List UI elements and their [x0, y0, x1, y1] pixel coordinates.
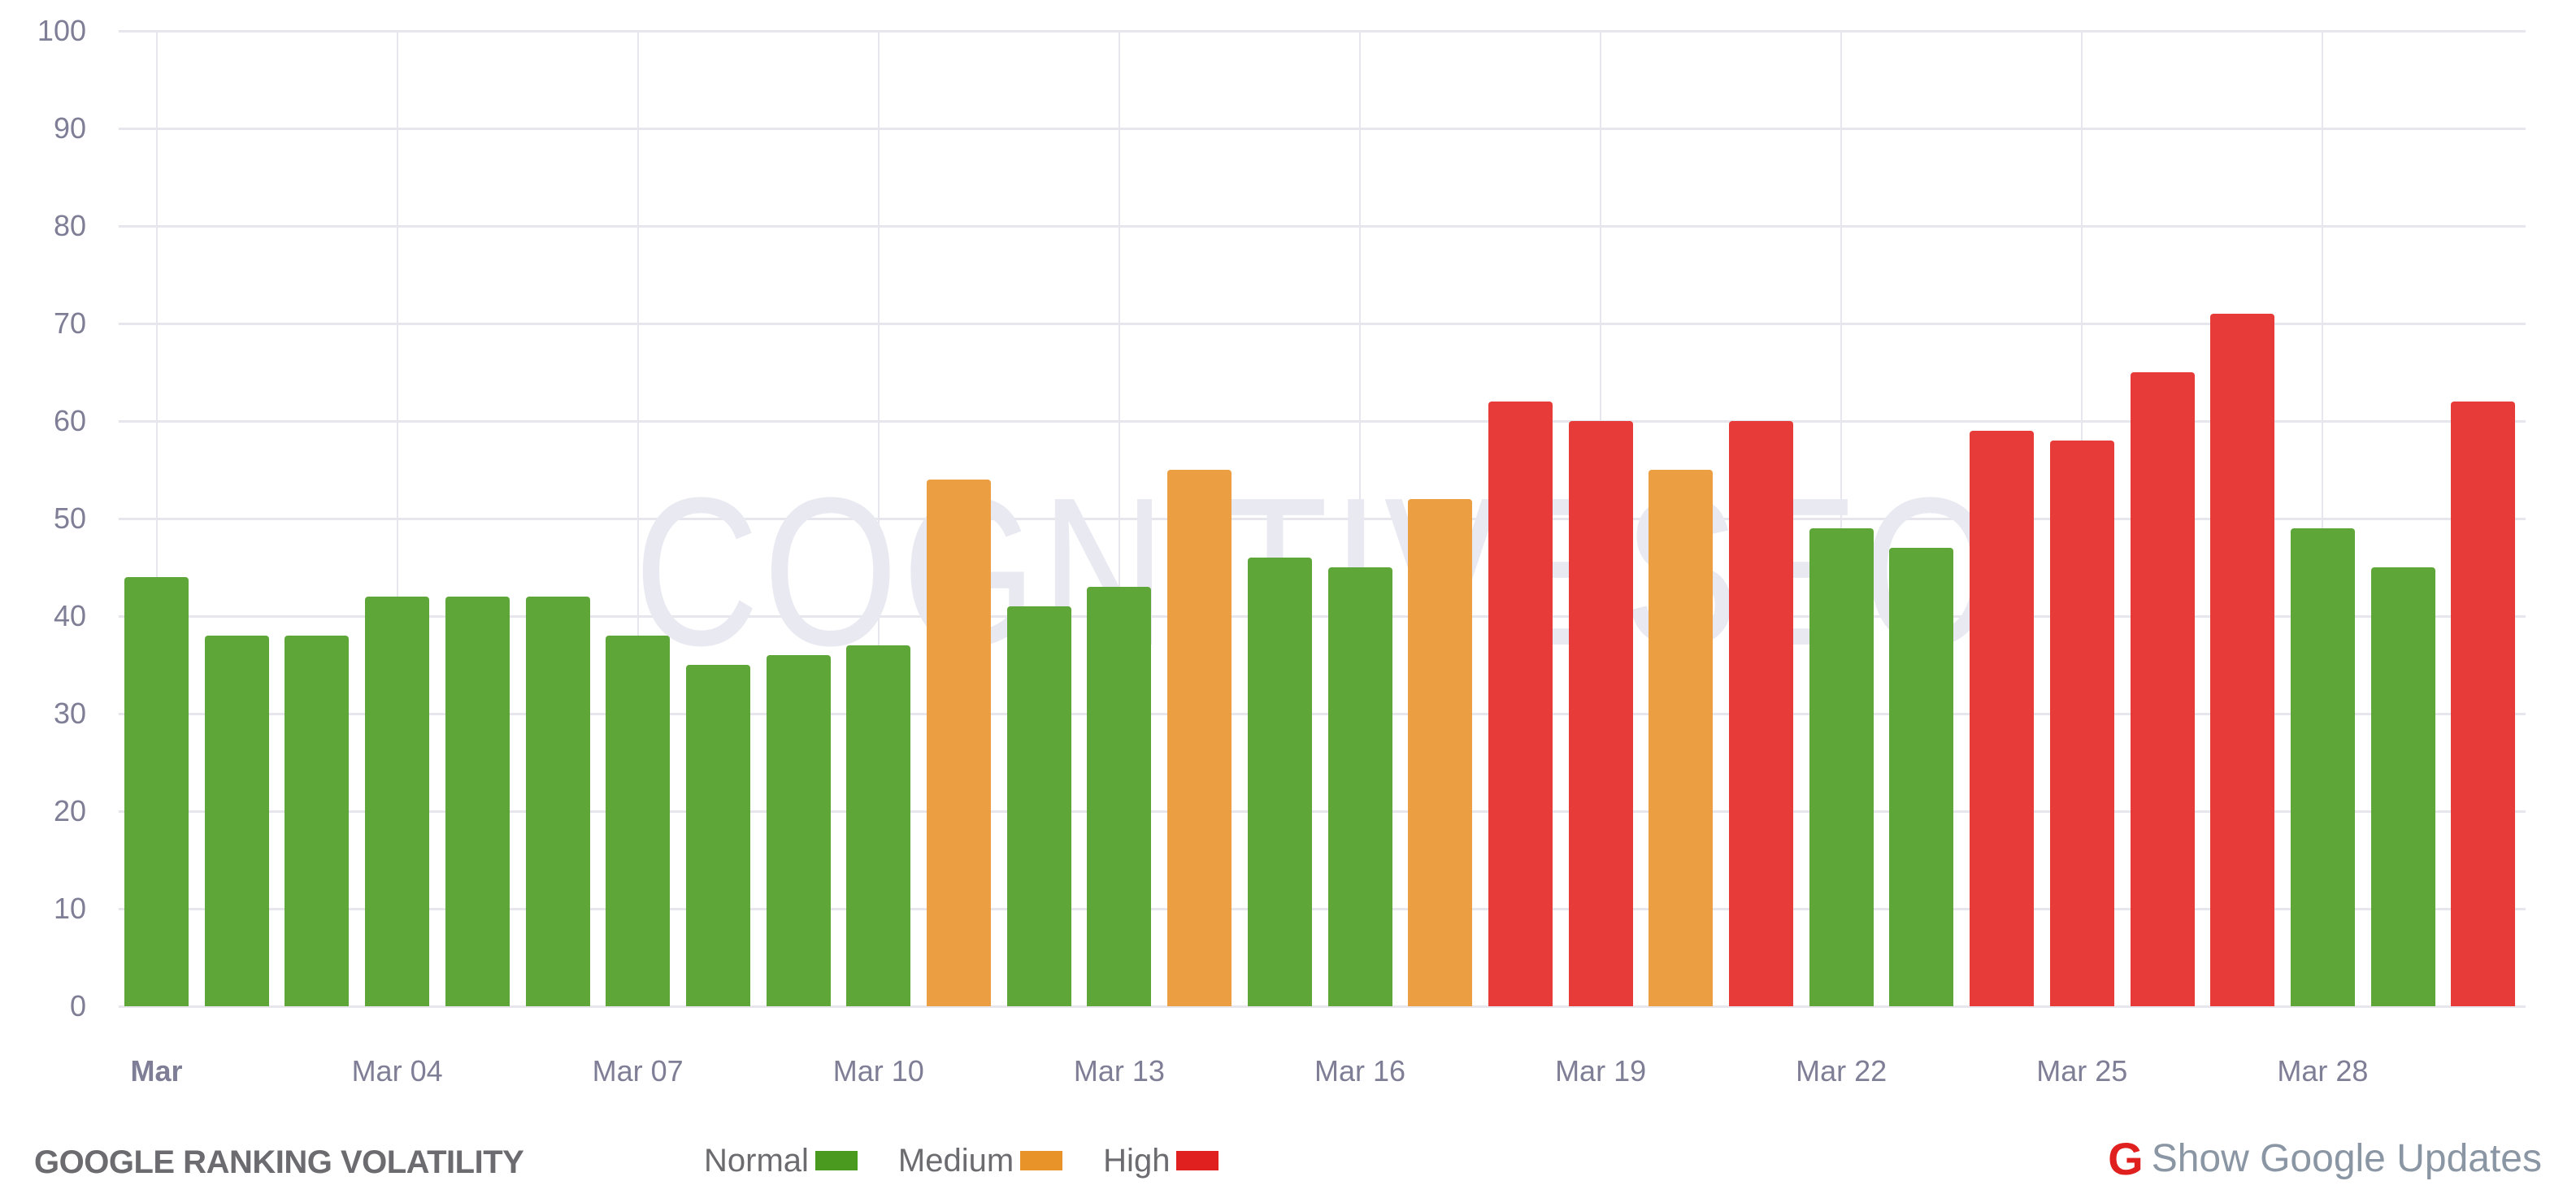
- bar-normal[interactable]: [1247, 558, 1312, 1006]
- bar-high[interactable]: [1729, 421, 1793, 1006]
- bar-normal[interactable]: [365, 597, 430, 1006]
- x-tick-label: Mar 10: [832, 1054, 924, 1088]
- gridline-h: [119, 1005, 2526, 1008]
- y-tick-label: 30: [53, 697, 86, 730]
- bar-normal[interactable]: [1006, 606, 1071, 1006]
- bar-normal[interactable]: [285, 636, 350, 1006]
- legend-label: Normal: [704, 1143, 809, 1179]
- gridline-h: [119, 518, 2526, 520]
- x-tick-label: Mar 16: [1314, 1054, 1406, 1088]
- bar-normal[interactable]: [606, 636, 671, 1006]
- legend-swatch-normal: [815, 1151, 858, 1170]
- bar-high[interactable]: [2130, 372, 2195, 1006]
- bar-normal[interactable]: [846, 645, 911, 1006]
- gridline-h: [119, 128, 2526, 130]
- gridline-v: [1118, 31, 1120, 1006]
- bar-normal[interactable]: [204, 636, 269, 1006]
- legend-label: Medium: [897, 1143, 1014, 1179]
- y-tick-label: 90: [53, 111, 86, 145]
- bar-normal[interactable]: [1889, 548, 1954, 1006]
- bar-normal[interactable]: [685, 665, 750, 1006]
- bar-normal[interactable]: [124, 577, 189, 1006]
- bar-normal[interactable]: [2370, 567, 2435, 1006]
- x-tick-label: Mar 04: [351, 1054, 443, 1088]
- gridline-v: [1359, 31, 1361, 1006]
- x-tick-label: Mar 28: [2277, 1054, 2369, 1088]
- bar-high[interactable]: [2210, 314, 2275, 1006]
- bar-medium[interactable]: [1408, 499, 1473, 1006]
- legend-item-normal[interactable]: Normal: [704, 1141, 858, 1180]
- gridline-v: [636, 31, 639, 1006]
- bar-high[interactable]: [1488, 402, 1553, 1006]
- legend-swatch-medium: [1020, 1151, 1063, 1170]
- bar-normal[interactable]: [525, 597, 590, 1006]
- google-g-icon: G: [2108, 1133, 2144, 1184]
- chart-title: GOOGLE RANKING VOLATILITY: [34, 1144, 524, 1180]
- x-tick-label: Mar 19: [1555, 1054, 1647, 1088]
- legend: Normal Medium High: [704, 1141, 1259, 1180]
- gridline-v: [1840, 31, 1843, 1006]
- show-google-updates-label: Show Google Updates: [2151, 1137, 2542, 1180]
- y-tick-label: 70: [53, 306, 86, 340]
- y-tick-label: 50: [53, 501, 86, 535]
- bar-normal[interactable]: [766, 655, 831, 1006]
- show-google-updates-button[interactable]: G Show Google Updates: [2108, 1136, 2542, 1182]
- watermark: COGNITIVESEO: [634, 454, 2001, 690]
- y-tick-label: 80: [53, 209, 86, 242]
- bar-high[interactable]: [2049, 441, 2114, 1006]
- y-tick-label: 100: [37, 14, 86, 47]
- y-tick-label: 60: [53, 404, 86, 437]
- gridline-h: [119, 323, 2526, 325]
- y-tick-label: 0: [69, 989, 86, 1022]
- gridline-h: [119, 615, 2526, 618]
- gridline-v: [2322, 31, 2324, 1006]
- x-tick-label: Mar 13: [1073, 1054, 1165, 1088]
- legend-item-high[interactable]: High: [1103, 1141, 1219, 1180]
- bar-high[interactable]: [1568, 421, 1633, 1006]
- bar-medium[interactable]: [927, 480, 991, 1006]
- y-tick-label: 20: [53, 794, 86, 827]
- bar-medium[interactable]: [1167, 470, 1232, 1006]
- gridline-h: [119, 420, 2526, 423]
- legend-item-medium[interactable]: Medium: [897, 1141, 1063, 1180]
- gridline-v: [396, 31, 398, 1006]
- gridline-v: [155, 31, 158, 1006]
- gridline-h: [119, 908, 2526, 910]
- x-tick-label: Mar 07: [592, 1054, 684, 1088]
- x-tick-label: Mar 22: [1796, 1054, 1887, 1088]
- gridline-h: [119, 30, 2526, 33]
- y-tick-label: 40: [53, 599, 86, 632]
- legend-label: High: [1103, 1143, 1171, 1179]
- bar-high[interactable]: [2451, 402, 2516, 1006]
- gridline-v: [877, 31, 880, 1006]
- gridline-h: [119, 225, 2526, 228]
- gridline-h: [119, 713, 2526, 715]
- gridline-h: [119, 810, 2526, 813]
- x-tick-label: Mar 25: [2036, 1054, 2128, 1088]
- y-tick-label: 10: [53, 892, 86, 925]
- legend-swatch-high: [1176, 1151, 1219, 1170]
- bar-normal[interactable]: [2290, 528, 2355, 1006]
- bar-normal[interactable]: [445, 597, 510, 1006]
- bar-normal[interactable]: [1087, 587, 1152, 1006]
- bar-normal[interactable]: [1809, 528, 1874, 1006]
- bar-normal[interactable]: [1327, 567, 1392, 1006]
- x-tick-label: Mar: [130, 1054, 183, 1088]
- bar-high[interactable]: [1970, 431, 2035, 1006]
- bar-medium[interactable]: [1649, 470, 1714, 1006]
